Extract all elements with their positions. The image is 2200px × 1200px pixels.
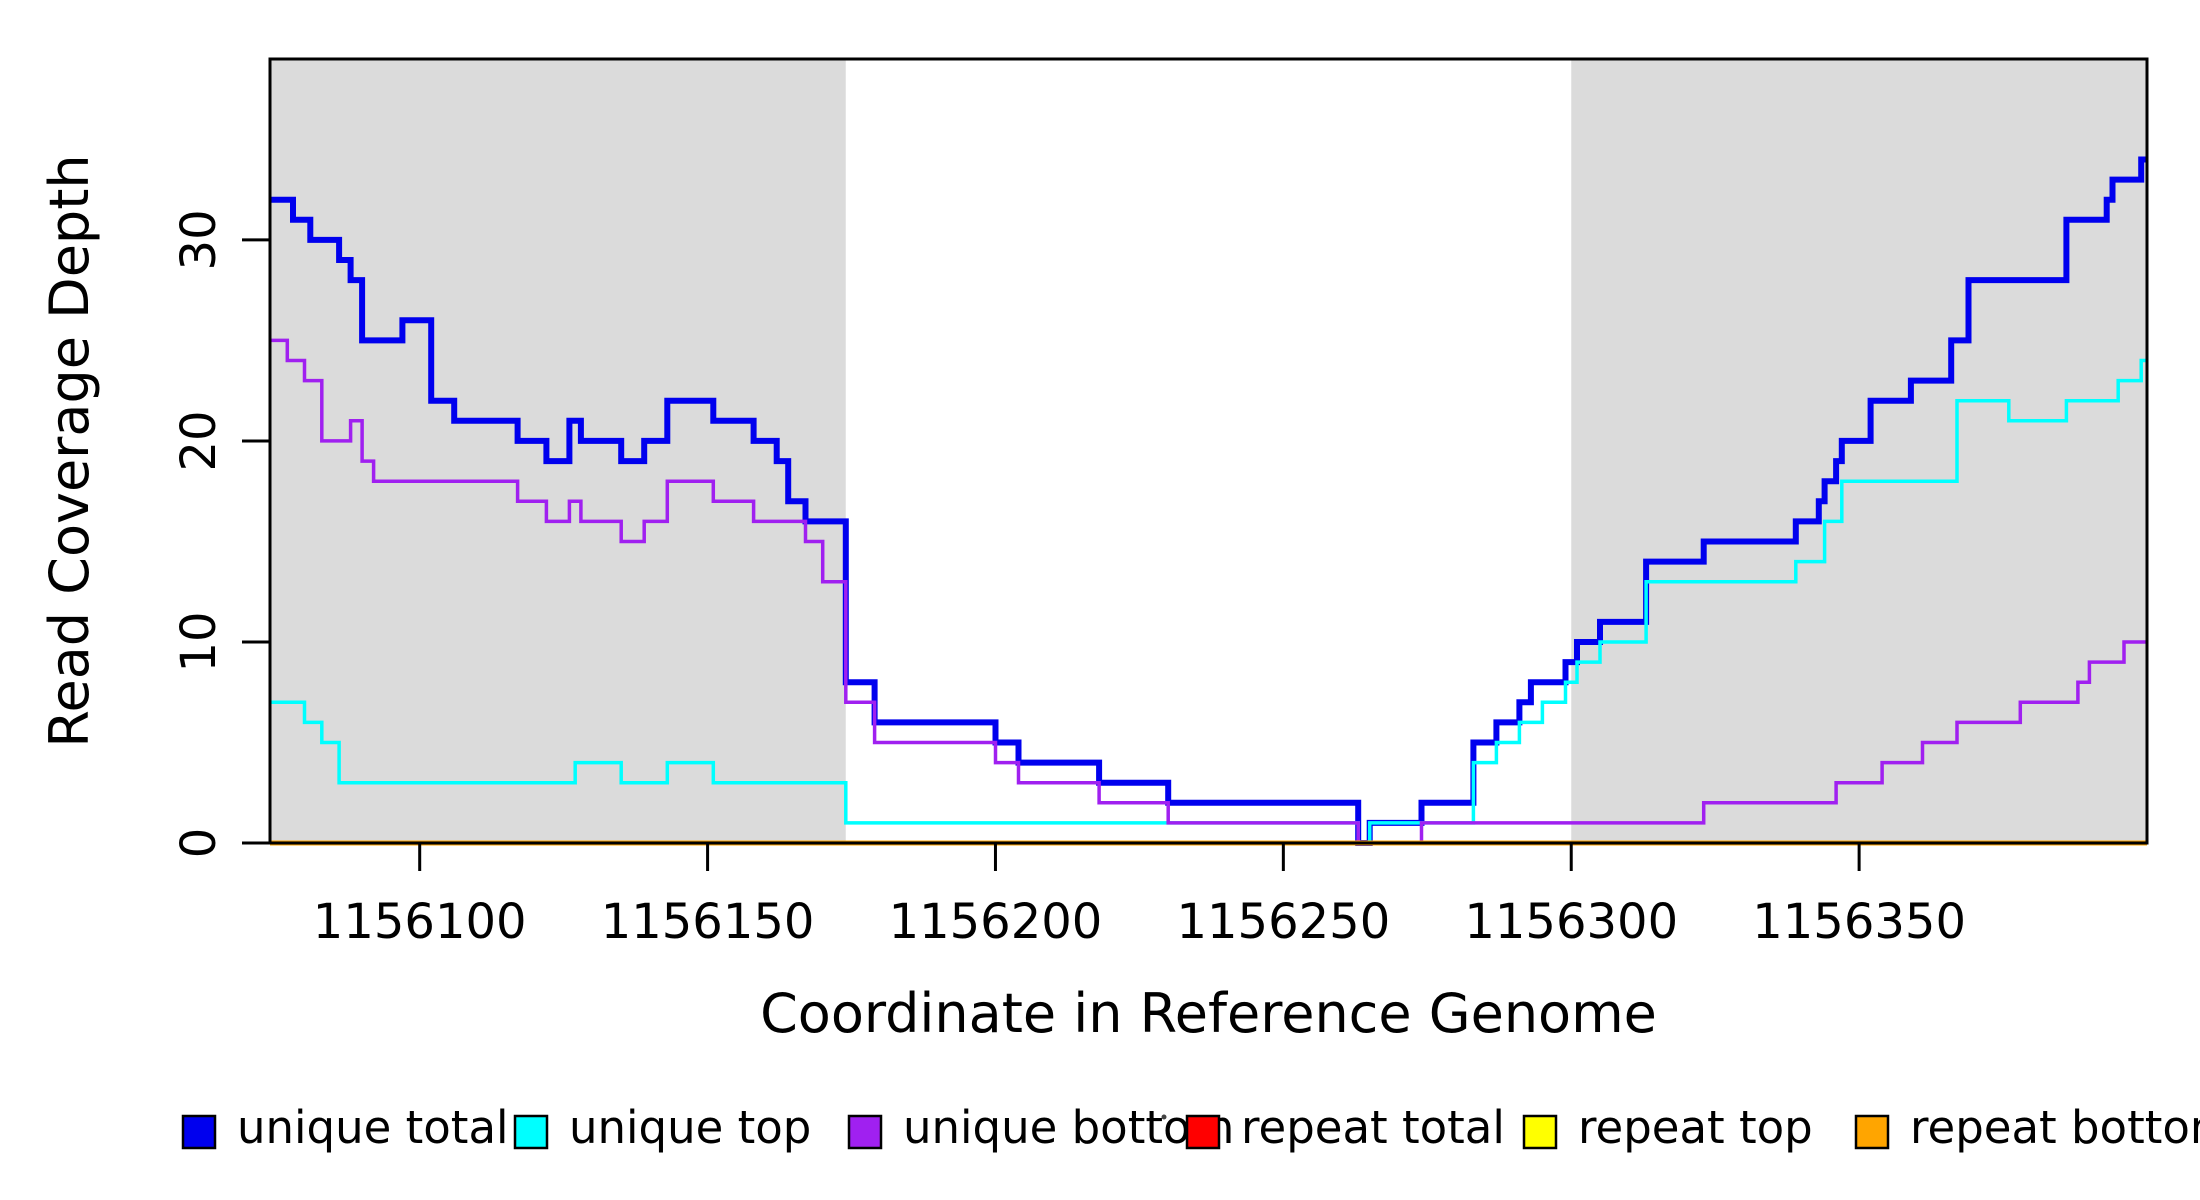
x-tick-label: 1156250 bbox=[1176, 894, 1390, 950]
y-tick-label: 0 bbox=[171, 828, 227, 859]
legend-swatch-unique-total bbox=[181, 1114, 217, 1150]
left-gray-band bbox=[270, 59, 846, 843]
legend-swatch-repeat-top bbox=[1522, 1114, 1558, 1150]
x-axis: 1156100 1156150 1156200 1156250 1156300 11563… bbox=[313, 843, 1966, 950]
x-tick-label: 1156350 bbox=[1752, 894, 1966, 950]
legend-item-repeat-bottom: repeat bottom bbox=[1854, 1101, 2200, 1154]
series-line-unique-top bbox=[270, 358, 2147, 845]
series-line-unique-total bbox=[270, 156, 2147, 846]
legend-label: unique bottom bbox=[903, 1101, 1234, 1154]
legend-swatch-unique-bottom bbox=[847, 1114, 883, 1150]
x-axis-title: Coordinate in Reference Genome bbox=[760, 982, 1657, 1045]
legend-item-unique-total: unique total bbox=[181, 1101, 509, 1154]
legend: unique total unique top unique bottom repea… bbox=[181, 1101, 2200, 1154]
legend-label: unique total bbox=[237, 1101, 509, 1154]
legend-label: repeat total bbox=[1241, 1101, 1505, 1154]
x-tick-label: 1156200 bbox=[889, 894, 1103, 950]
legend-swatch-repeat-total bbox=[1185, 1114, 1221, 1150]
plot-box bbox=[268, 57, 2149, 845]
y-axis: 0 10 20 30 bbox=[171, 209, 270, 858]
legend-label: repeat bottom bbox=[1910, 1101, 2200, 1154]
legend-item-unique-bottom: unique bottom bbox=[847, 1101, 1234, 1154]
axis-titles: Coordinate in Reference Genome Read Cover… bbox=[38, 154, 1657, 1045]
legend-label: repeat top bbox=[1578, 1101, 1813, 1154]
x-tick-label: 1156300 bbox=[1464, 894, 1678, 950]
legend-swatch-unique-top bbox=[513, 1114, 549, 1150]
series-line-unique-bottom bbox=[270, 338, 2147, 845]
highlight-bands bbox=[270, 59, 2147, 843]
plot-frame bbox=[268, 57, 2149, 845]
x-tick-label: 1156150 bbox=[601, 894, 815, 950]
y-tick-label: 10 bbox=[171, 611, 227, 672]
y-tick-label: 20 bbox=[171, 410, 227, 471]
legend-item-unique-top: unique top bbox=[513, 1101, 811, 1154]
legend-item-repeat-top: repeat top bbox=[1522, 1101, 1813, 1154]
legend-item-repeat-total: repeat total bbox=[1185, 1101, 1505, 1154]
x-tick-label: 1156100 bbox=[313, 894, 527, 950]
y-axis-title: Read Coverage Depth bbox=[38, 154, 101, 747]
legend-artifact-dot bbox=[1161, 1114, 1167, 1120]
y-tick-label: 30 bbox=[171, 209, 227, 270]
right-gray-band bbox=[1571, 59, 2147, 843]
legend-label: unique top bbox=[569, 1101, 811, 1154]
legend-swatch-repeat-bottom bbox=[1854, 1114, 1890, 1150]
